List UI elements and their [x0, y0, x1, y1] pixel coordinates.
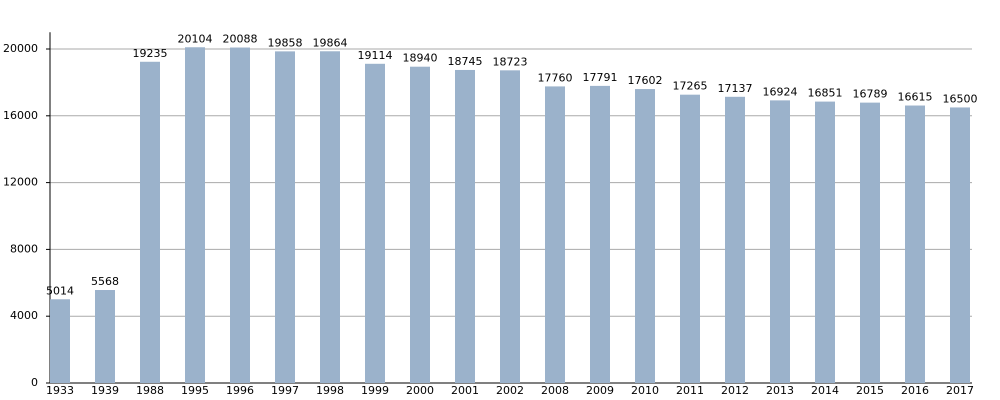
y-tick-label: 4000 — [10, 309, 38, 322]
value-label: 16500 — [943, 92, 978, 105]
bar — [680, 94, 700, 383]
x-tick-label: 2016 — [901, 384, 929, 397]
bar — [50, 299, 70, 383]
value-label: 19864 — [313, 36, 348, 49]
value-label: 18745 — [448, 55, 483, 68]
y-tick-label: 0 — [31, 376, 38, 389]
y-tick-label: 16000 — [3, 109, 38, 122]
bar — [230, 47, 250, 384]
bar — [950, 107, 970, 383]
bar — [590, 85, 610, 384]
x-tick-label: 2012 — [721, 384, 749, 397]
x-tick-label: 2010 — [631, 384, 659, 397]
bar — [455, 69, 475, 384]
value-label: 17791 — [583, 71, 618, 84]
y-tick-label: 8000 — [10, 242, 38, 255]
bar — [545, 86, 565, 384]
bar — [905, 105, 925, 383]
value-label: 17760 — [538, 71, 573, 84]
bar — [140, 61, 160, 383]
value-label: 5014 — [46, 284, 74, 297]
value-label: 16615 — [898, 91, 933, 104]
value-label: 5568 — [91, 275, 119, 288]
bar — [185, 47, 205, 384]
x-tick-label: 1933 — [46, 384, 74, 397]
value-label: 16851 — [808, 87, 843, 100]
bar — [410, 66, 430, 384]
x-tick-label: 1939 — [91, 384, 119, 397]
bar — [365, 63, 385, 383]
value-label: 18723 — [493, 55, 528, 68]
x-tick-label: 2017 — [946, 384, 974, 397]
x-tick-label: 1996 — [226, 384, 254, 397]
bar — [95, 290, 115, 383]
value-label: 17265 — [673, 80, 708, 93]
y-tick-label: 20000 — [3, 42, 38, 55]
x-tick-label: 2014 — [811, 384, 839, 397]
x-tick-label: 2000 — [406, 384, 434, 397]
bar — [635, 89, 655, 383]
value-label: 19235 — [133, 47, 168, 60]
bar — [275, 51, 295, 383]
bar — [815, 101, 835, 383]
x-tick-label: 2009 — [586, 384, 614, 397]
x-tick-label: 1998 — [316, 384, 344, 397]
bar — [770, 100, 790, 383]
x-tick-label: 2001 — [451, 384, 479, 397]
bar — [320, 51, 340, 383]
x-tick-label: 1995 — [181, 384, 209, 397]
value-label: 19858 — [268, 36, 303, 49]
x-tick-label: 2011 — [676, 384, 704, 397]
value-label: 17137 — [718, 82, 753, 95]
x-tick-label: 2008 — [541, 384, 569, 397]
value-label: 18940 — [403, 52, 438, 65]
x-tick-label: 1997 — [271, 384, 299, 397]
value-label: 19114 — [358, 49, 393, 62]
value-label: 16789 — [853, 88, 888, 101]
value-label: 20104 — [178, 32, 213, 45]
value-label: 20088 — [223, 33, 258, 46]
x-tick-label: 2015 — [856, 384, 884, 397]
bar — [725, 96, 745, 383]
value-label: 16924 — [763, 85, 798, 98]
x-tick-label: 1988 — [136, 384, 164, 397]
x-tick-label: 2002 — [496, 384, 524, 397]
x-tick-label: 1999 — [361, 384, 389, 397]
value-label: 17602 — [628, 74, 663, 87]
x-tick-label: 2013 — [766, 384, 794, 397]
y-tick-label: 12000 — [3, 176, 38, 189]
bar — [500, 70, 520, 383]
bar — [860, 102, 880, 383]
